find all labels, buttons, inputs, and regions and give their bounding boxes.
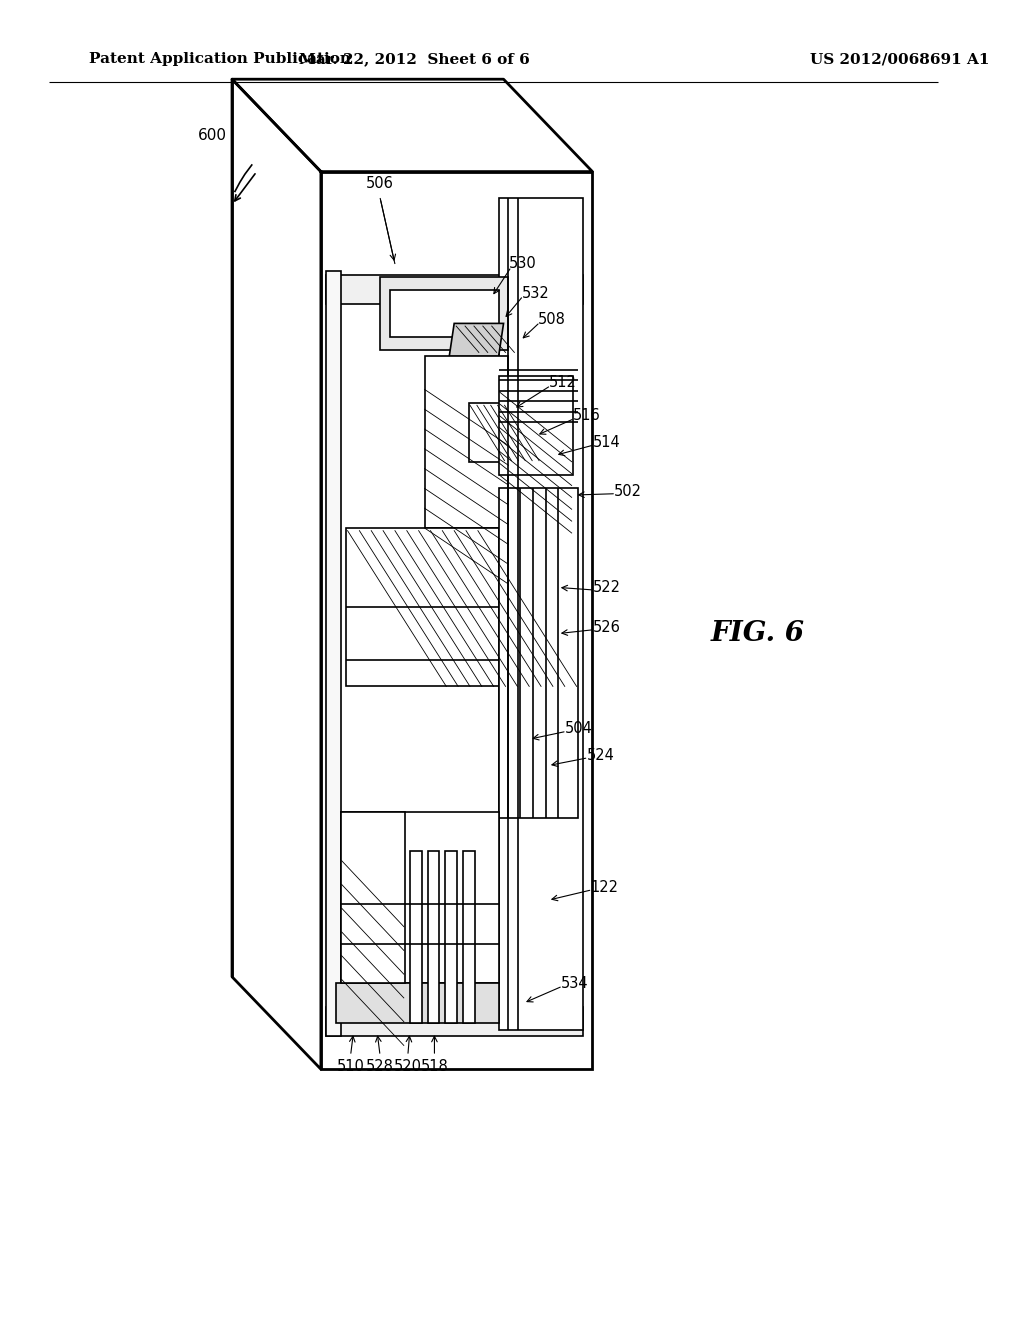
Text: 534: 534 — [561, 975, 589, 991]
Text: FIG. 6: FIG. 6 — [711, 620, 805, 647]
Bar — [326, 1007, 583, 1036]
Bar — [326, 271, 341, 1036]
Text: 508: 508 — [538, 312, 566, 327]
Text: 122: 122 — [591, 879, 618, 895]
Text: 524: 524 — [587, 747, 614, 763]
Bar — [380, 277, 509, 350]
Polygon shape — [450, 323, 504, 356]
Bar — [445, 851, 457, 1023]
Text: 532: 532 — [521, 285, 549, 301]
Text: 528: 528 — [367, 1059, 394, 1073]
Bar — [463, 851, 475, 1023]
Text: Mar. 22, 2012  Sheet 6 of 6: Mar. 22, 2012 Sheet 6 of 6 — [299, 53, 530, 66]
Text: 518: 518 — [421, 1059, 449, 1073]
Text: 510: 510 — [337, 1059, 365, 1073]
Bar — [410, 851, 422, 1023]
Bar — [321, 172, 593, 1069]
Bar — [499, 376, 572, 475]
Text: Patent Application Publication: Patent Application Publication — [89, 53, 351, 66]
Text: 530: 530 — [509, 256, 537, 272]
Text: 516: 516 — [572, 408, 600, 424]
Bar — [341, 812, 499, 983]
Bar — [428, 851, 439, 1023]
Text: 506: 506 — [367, 177, 394, 191]
Text: 520: 520 — [394, 1059, 422, 1073]
Text: 522: 522 — [593, 579, 621, 595]
Text: US 2012/0068691 A1: US 2012/0068691 A1 — [810, 53, 989, 66]
Bar — [390, 290, 499, 337]
Text: 504: 504 — [565, 721, 593, 737]
Text: 512: 512 — [549, 375, 577, 391]
Bar — [469, 403, 513, 462]
Bar — [425, 356, 509, 528]
Text: 600: 600 — [198, 128, 226, 143]
Bar — [326, 275, 583, 304]
Text: 514: 514 — [593, 434, 621, 450]
Text: 502: 502 — [614, 483, 642, 499]
Bar — [499, 198, 583, 1030]
Bar — [499, 488, 578, 818]
Text: 526: 526 — [593, 619, 621, 635]
Bar — [336, 983, 499, 1023]
Bar — [345, 528, 499, 686]
Bar — [341, 812, 404, 983]
